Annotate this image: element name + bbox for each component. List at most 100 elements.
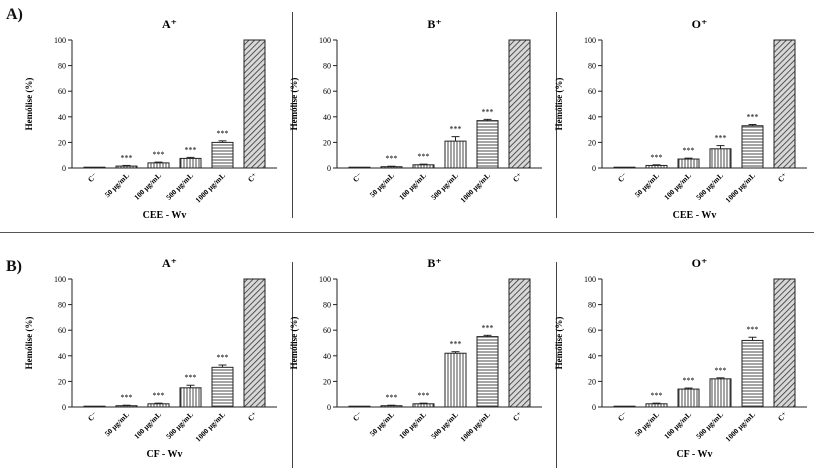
bar xyxy=(773,278,796,408)
chart-1: B⁺ Hemólise (%) 0 20 40 60 80 100 C⁻ *** 50 µg/mL *… xyxy=(289,17,542,204)
significance-label: *** xyxy=(418,391,430,400)
chart-3: A⁺ Hemólise (%) 0 20 40 60 80 100 C⁻ *** 50 µg/mL *… xyxy=(24,256,277,460)
bar xyxy=(709,148,732,169)
y-tick-label: 100 xyxy=(54,275,66,284)
significance-label: *** xyxy=(747,325,759,334)
group-label: CEE - Wv xyxy=(143,210,187,221)
bar xyxy=(83,405,106,408)
x-tick-label: 500 µg/mL xyxy=(429,410,460,441)
group-label: CF - Wv xyxy=(146,449,182,460)
y-tick-label: 20 xyxy=(58,138,66,147)
x-tick-label: 500 µg/mL xyxy=(694,171,725,202)
y-tick-label: 0 xyxy=(62,403,66,412)
bar xyxy=(179,387,202,408)
x-tick-label: 1000 µg/mL xyxy=(458,410,491,443)
x-tick-label: C⁺ xyxy=(511,410,524,423)
significance-label: *** xyxy=(386,393,398,402)
y-tick-label: 20 xyxy=(323,138,331,147)
x-tick-label: C⁺ xyxy=(511,171,524,184)
bar xyxy=(211,366,234,408)
bar xyxy=(476,336,499,408)
y-axis-label: Hemólise (%) xyxy=(554,317,564,370)
divider-top-right xyxy=(556,12,557,218)
chart-5: O⁺ Hemólise (%) 0 20 40 60 80 100 C⁻ *** 50 µg/mL *… xyxy=(554,256,807,460)
x-tick-label: C⁻ xyxy=(86,171,99,184)
significance-label: *** xyxy=(386,154,398,163)
x-tick-label: C⁺ xyxy=(246,410,259,423)
significance-label: *** xyxy=(153,391,165,400)
bar xyxy=(645,164,668,169)
significance-label: *** xyxy=(651,153,663,162)
x-tick-label: C⁺ xyxy=(776,171,789,184)
x-tick-label: 500 µg/mL xyxy=(164,171,195,202)
x-tick-label: 50 µg/mL xyxy=(368,410,396,438)
significance-label: *** xyxy=(121,393,133,402)
significance-label: *** xyxy=(450,125,462,134)
row-label-b: B) xyxy=(6,258,22,275)
chart-4: B⁺ Hemólise (%) 0 20 40 60 80 100 C⁻ *** 50 µg/mL *… xyxy=(289,256,542,443)
group-label: CF - Wv xyxy=(676,449,712,460)
y-tick-label: 40 xyxy=(588,352,596,361)
chart-title: A⁺ xyxy=(162,17,177,31)
x-tick-label: C⁺ xyxy=(776,410,789,423)
bar xyxy=(613,405,636,408)
significance-label: *** xyxy=(747,112,759,121)
x-tick-label: C⁻ xyxy=(86,410,99,423)
x-tick-label: C⁻ xyxy=(351,171,364,184)
x-tick-label: 1000 µg/mL xyxy=(193,171,226,204)
bar xyxy=(613,166,636,169)
x-tick-label: 100 µg/mL xyxy=(662,410,693,441)
y-tick-label: 0 xyxy=(327,164,331,173)
x-tick-label: 50 µg/mL xyxy=(633,410,661,438)
x-tick-label: C⁻ xyxy=(351,410,364,423)
y-axis-label: Hemólise (%) xyxy=(24,317,34,370)
chart-title: B⁺ xyxy=(427,256,441,270)
y-tick-label: 100 xyxy=(319,36,331,45)
y-tick-label: 100 xyxy=(54,36,66,45)
y-tick-label: 80 xyxy=(588,62,596,71)
x-tick-label: 50 µg/mL xyxy=(103,171,131,199)
bar xyxy=(444,352,467,408)
y-tick-label: 100 xyxy=(584,275,596,284)
x-tick-label: C⁻ xyxy=(616,171,629,184)
y-tick-label: 60 xyxy=(588,326,596,335)
significance-label: *** xyxy=(482,323,494,332)
bar xyxy=(115,405,138,408)
bar xyxy=(147,162,170,169)
bar xyxy=(741,125,764,169)
y-tick-label: 80 xyxy=(58,62,66,71)
bar xyxy=(709,378,732,408)
x-tick-label: 1000 µg/mL xyxy=(458,171,491,204)
bar xyxy=(508,39,531,169)
x-tick-label: 100 µg/mL xyxy=(132,171,163,202)
bar xyxy=(508,278,531,408)
bar xyxy=(147,403,170,408)
chart-0: A⁺ Hemólise (%) 0 20 40 60 80 100 C⁻ *** 50 µg/mL *… xyxy=(24,17,277,221)
bar xyxy=(645,403,668,408)
x-tick-label: 50 µg/mL xyxy=(633,171,661,199)
significance-label: *** xyxy=(450,340,462,349)
significance-label: *** xyxy=(185,373,197,382)
y-axis-label: Hemólise (%) xyxy=(554,78,564,131)
x-tick-label: 100 µg/mL xyxy=(397,410,428,441)
y-tick-label: 40 xyxy=(58,352,66,361)
significance-label: *** xyxy=(217,129,229,138)
significance-label: *** xyxy=(683,146,695,155)
x-tick-label: 100 µg/mL xyxy=(662,171,693,202)
significance-label: *** xyxy=(217,353,229,362)
divider-top-left xyxy=(292,12,293,218)
bar xyxy=(444,140,467,169)
group-label: CEE - Wv xyxy=(673,210,717,221)
y-tick-label: 20 xyxy=(588,138,596,147)
y-tick-label: 60 xyxy=(58,87,66,96)
bar xyxy=(179,157,202,169)
row-divider xyxy=(0,232,814,233)
significance-label: *** xyxy=(418,152,430,161)
bar xyxy=(211,141,234,169)
y-tick-label: 0 xyxy=(327,403,331,412)
y-tick-label: 80 xyxy=(323,62,331,71)
chart-title: O⁺ xyxy=(692,17,708,31)
bar xyxy=(412,164,435,169)
chart-title: O⁺ xyxy=(692,256,708,270)
